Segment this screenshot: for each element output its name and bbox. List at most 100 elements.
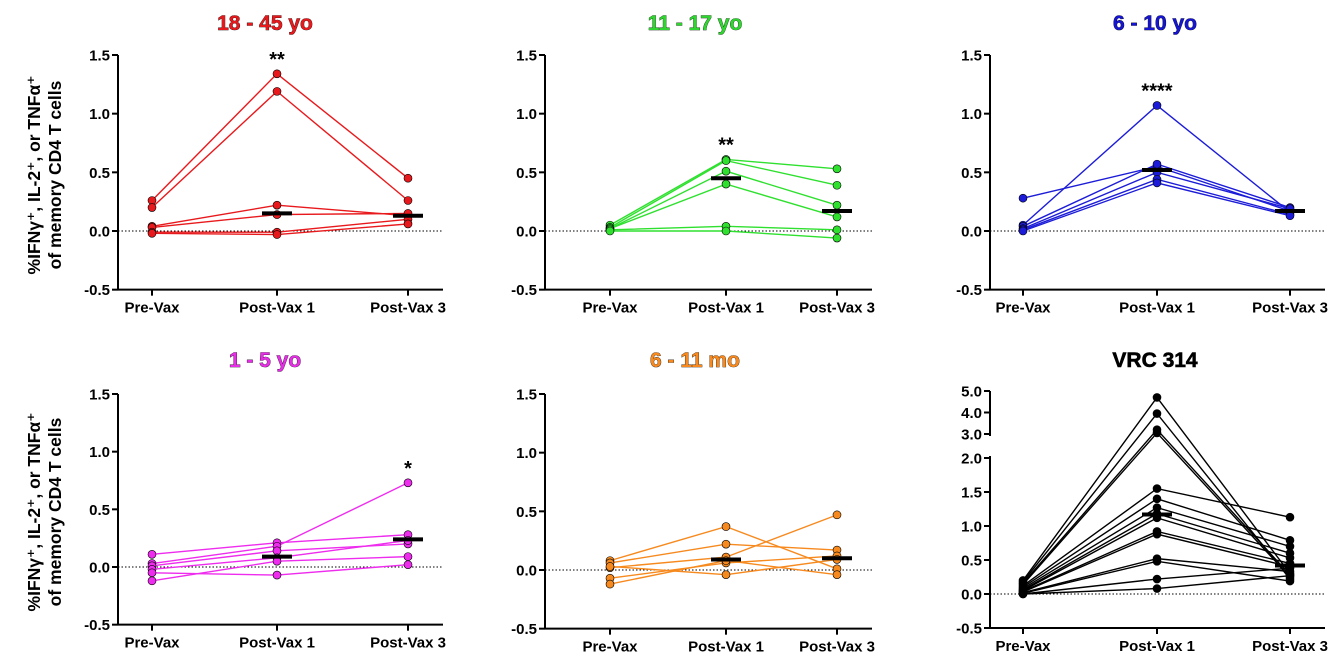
chart-title: 1 - 5 yo [229, 349, 301, 372]
data-point [832, 200, 842, 210]
data-point [1152, 557, 1162, 566]
y-tick-label: -0.5 [84, 282, 110, 299]
data-point [403, 478, 413, 488]
x-tick-label: Pre-Vax [995, 638, 1051, 655]
y-tick-label: 0.5 [516, 165, 537, 182]
y-axis-label-line1: %IFNγ⁺, IL-2⁺, or TNFα⁺ [24, 413, 44, 612]
data-point [272, 570, 282, 580]
data-point [403, 560, 413, 569]
data-point [403, 196, 413, 205]
data-point [403, 173, 413, 183]
data-point [605, 562, 615, 571]
data-point [832, 212, 842, 222]
y-tick-label: 4.0 [961, 405, 982, 422]
y-tick-label: -0.5 [956, 282, 982, 299]
data-point [147, 576, 157, 586]
y-tick-label: 1.5 [89, 387, 110, 404]
chart-title: 6 - 11 mo [650, 349, 740, 372]
y-tick-label: 1.5 [89, 48, 110, 65]
chart-panel-5: 6 - 11 mo 1.5 1.0 0.5 0.0 -0.5 Pre-Vax Post-Vax… [511, 349, 875, 656]
data-point [1152, 584, 1162, 593]
data-point [1018, 589, 1028, 599]
y-tick-label: 0.5 [516, 504, 537, 521]
y-tick-label: 1.0 [89, 106, 110, 123]
significance-annotation: * [404, 458, 412, 480]
significance-annotation: ** [718, 134, 734, 156]
y-tick-label: 0.0 [516, 224, 537, 241]
x-tick-label: Pre-Vax [582, 300, 638, 317]
y-tick-label: 5.0 [961, 384, 982, 401]
data-point [832, 570, 842, 579]
y-tick-label: 0.0 [961, 224, 982, 241]
y-tick-label: 1.5 [961, 48, 982, 65]
data-point [1152, 178, 1162, 188]
y-tick-label: -0.5 [511, 282, 537, 299]
data-point [147, 203, 157, 212]
chart-panel-3: 6 - 10 yo 1.5 1.0 0.5 0.0 -0.5 Pre-Vax Post-Vax… [956, 12, 1328, 317]
data-point [605, 226, 615, 236]
data-point [721, 226, 731, 236]
y-axis-label-line2: of memory CD4 T cells [45, 417, 65, 606]
y-axis-label-line2: of memory CD4 T cells [45, 80, 65, 269]
x-tick-label: Pre-Vax [582, 639, 638, 656]
x-tick-label: Post-Vax 3 [1252, 300, 1328, 317]
significance-annotation: ** [269, 49, 285, 71]
data-point [147, 568, 157, 578]
y-tick-label: 0.0 [89, 224, 110, 241]
y-tick-label: 1.0 [516, 106, 537, 123]
chart-title: 11 - 17 yo [648, 12, 743, 35]
y-tick-label: -0.5 [84, 617, 110, 634]
significance-annotation: **** [1141, 80, 1172, 102]
chart-panel-1: 18 - 45 yo 1.5 1.0 0.5 0.0 -0.5 Pre-Vax Post-Va… [84, 12, 446, 317]
y-tick-label: 1.0 [961, 519, 982, 536]
figure-ylabel-top: %IFNγ⁺, IL-2⁺, or TNFα⁺ of memory CD4 T … [24, 76, 65, 275]
y-tick-label: 1.5 [516, 48, 537, 65]
x-tick-label: Post-Vax 1 [239, 300, 315, 317]
data-point [832, 510, 842, 520]
y-tick-label: 1.5 [516, 387, 537, 404]
y-tick-label: 0.5 [961, 165, 982, 182]
data-point [605, 579, 615, 589]
y-tick-label: 1.0 [89, 444, 110, 461]
data-point [1152, 574, 1162, 584]
data-point [1285, 512, 1295, 522]
data-point [832, 233, 842, 243]
data-point [272, 69, 282, 79]
y-axis-label-line1: %IFNγ⁺, IL-2⁺, or TNFα⁺ [24, 76, 44, 275]
x-tick-label: Post-Vax 3 [799, 639, 875, 656]
data-point [403, 219, 413, 229]
y-tick-label: 1.0 [961, 106, 982, 123]
chart-title: 18 - 45 yo [217, 12, 313, 35]
data-point [721, 570, 731, 579]
x-tick-label: Pre-Vax [995, 300, 1051, 317]
y-tick-label: 0.5 [961, 553, 982, 570]
data-point [832, 164, 842, 174]
data-point [147, 550, 157, 559]
chart-title: VRC 314 [1112, 349, 1198, 372]
y-tick-label: 0.0 [516, 563, 537, 580]
y-tick-label: 0.5 [89, 165, 110, 182]
data-point [1285, 571, 1295, 580]
x-tick-label: Pre-Vax [124, 300, 180, 317]
data-point [721, 156, 731, 165]
data-point [272, 230, 282, 239]
y-tick-label: 3.0 [961, 427, 982, 444]
y-tick-label: -0.5 [511, 621, 537, 638]
data-point [721, 539, 731, 549]
x-tick-label: Post-Vax 3 [370, 635, 446, 652]
x-tick-label: Post-Vax 1 [1119, 300, 1195, 317]
data-point [403, 552, 413, 561]
y-tick-label: 0.0 [961, 587, 982, 604]
x-tick-label: Post-Vax 3 [799, 300, 875, 317]
chart-panel-4: 1 - 5 yo 1.5 1.0 0.5 0.0 -0.5 Pre-Vax Post-Vax … [84, 349, 446, 652]
data-point [1152, 409, 1162, 418]
y-tick-label: 1.0 [516, 445, 537, 462]
data-point [272, 87, 282, 96]
x-tick-label: Post-Vax 1 [688, 639, 764, 656]
y-tick-label: -0.5 [956, 621, 982, 638]
data-point [147, 229, 157, 238]
data-point [1152, 393, 1162, 402]
data-point [721, 179, 731, 189]
data-point [1152, 428, 1162, 438]
